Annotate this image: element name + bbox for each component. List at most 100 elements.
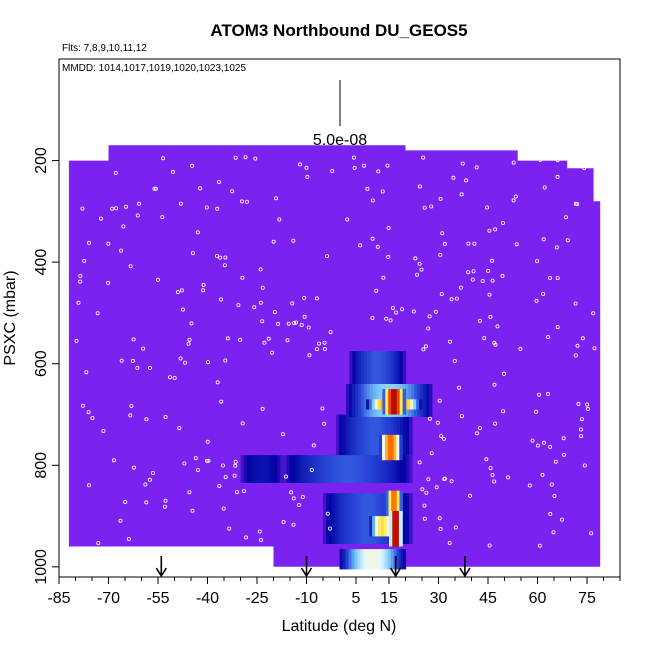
sample-point bbox=[551, 530, 556, 535]
sample-point bbox=[542, 440, 547, 445]
sample-point bbox=[155, 277, 160, 282]
heat-cell bbox=[363, 549, 368, 570]
sample-point bbox=[257, 529, 262, 534]
sample-point bbox=[452, 358, 457, 363]
plot-area bbox=[58, 58, 621, 578]
heat-cell bbox=[298, 455, 302, 483]
heat-cell bbox=[342, 414, 346, 456]
sample-point bbox=[320, 406, 325, 411]
sample-point bbox=[381, 275, 386, 280]
sample-point bbox=[560, 517, 565, 522]
heat-cell bbox=[373, 351, 377, 384]
y-tick-label: 600 bbox=[33, 350, 50, 377]
sample-point bbox=[388, 318, 393, 323]
sample-point bbox=[201, 288, 206, 293]
heat-cell bbox=[363, 384, 368, 417]
heat-cell bbox=[349, 351, 353, 384]
sample-point bbox=[575, 343, 580, 348]
sample-point bbox=[322, 421, 327, 426]
sample-point bbox=[582, 166, 587, 171]
sample-point bbox=[80, 403, 85, 408]
x-tick-label: -55 bbox=[146, 590, 169, 607]
heat-cell bbox=[384, 434, 389, 461]
sample-point bbox=[314, 347, 319, 352]
sample-point bbox=[386, 254, 391, 259]
heat-cell bbox=[286, 455, 290, 483]
sample-point bbox=[322, 346, 327, 351]
heat-cell bbox=[361, 351, 365, 384]
sample-point bbox=[385, 163, 390, 168]
sample-point bbox=[240, 275, 245, 280]
sample-point bbox=[277, 217, 282, 222]
sample-point bbox=[374, 288, 379, 293]
sample-point bbox=[487, 543, 492, 548]
heat-cell bbox=[391, 490, 395, 517]
heat-cell bbox=[381, 549, 386, 570]
sample-point bbox=[438, 196, 443, 201]
sample-point bbox=[314, 296, 319, 301]
sample-point bbox=[227, 526, 232, 531]
sample-point bbox=[178, 356, 183, 361]
sample-point bbox=[542, 185, 547, 190]
sample-point bbox=[131, 337, 136, 342]
heat-cell bbox=[393, 434, 397, 461]
sample-point bbox=[488, 466, 493, 471]
sample-point bbox=[220, 463, 225, 468]
heat-cell bbox=[394, 455, 398, 483]
x-axis: -85 -70 -55 -40 -25 -10 5 15 30 45 60 75 bbox=[47, 577, 621, 607]
model-domain bbox=[68, 145, 601, 567]
sample-point bbox=[296, 502, 301, 507]
sample-point bbox=[187, 490, 192, 495]
heat-cell bbox=[403, 414, 407, 456]
sample-point bbox=[573, 201, 578, 206]
sample-point bbox=[449, 297, 454, 302]
heat-cell bbox=[274, 455, 278, 483]
sample-point bbox=[477, 318, 482, 323]
heat-cell bbox=[399, 434, 403, 461]
sample-point bbox=[460, 161, 465, 166]
heat-cell bbox=[343, 493, 348, 544]
sample-point bbox=[415, 272, 420, 277]
sample-point bbox=[437, 398, 442, 403]
heat-cell bbox=[364, 351, 368, 384]
sample-point bbox=[205, 360, 210, 365]
heat-cell bbox=[375, 414, 380, 456]
sample-point bbox=[152, 186, 157, 191]
heat-cell bbox=[271, 455, 275, 483]
sample-point bbox=[535, 443, 540, 448]
sample-point bbox=[262, 340, 267, 345]
sample-point bbox=[535, 259, 540, 264]
chart-title: ATOM3 Northbound DU_GEOS5 bbox=[210, 21, 467, 40]
sample-point bbox=[534, 298, 539, 303]
heat-cell bbox=[357, 414, 362, 456]
sample-point bbox=[141, 346, 146, 351]
sample-point bbox=[541, 291, 546, 296]
sample-point bbox=[118, 518, 123, 523]
sample-point bbox=[554, 245, 559, 250]
sample-point bbox=[153, 186, 158, 191]
heat-cell bbox=[370, 455, 374, 483]
x-tick-label: 15 bbox=[380, 590, 398, 607]
sample-point bbox=[365, 186, 370, 191]
sample-point bbox=[302, 295, 307, 300]
heat-cell bbox=[304, 455, 308, 483]
sample-point bbox=[492, 479, 497, 484]
y-tick-label: 1000 bbox=[33, 549, 50, 585]
heat-cell bbox=[361, 455, 365, 483]
heat-cell bbox=[283, 455, 287, 483]
heat-cell bbox=[357, 549, 362, 570]
heat-cell bbox=[407, 399, 411, 410]
sample-point bbox=[302, 314, 307, 319]
sample-point bbox=[489, 258, 494, 263]
heat-cell bbox=[355, 384, 359, 417]
sample-point bbox=[351, 155, 356, 160]
heat-cell bbox=[340, 493, 345, 544]
heat-cell bbox=[390, 434, 395, 461]
sample-point bbox=[506, 475, 511, 480]
heat-cell bbox=[307, 455, 311, 483]
sample-point bbox=[488, 314, 493, 319]
heat-cell bbox=[374, 399, 379, 410]
sample-point bbox=[186, 341, 191, 346]
y-tick-label: 800 bbox=[33, 452, 50, 479]
sample-point bbox=[555, 158, 560, 163]
